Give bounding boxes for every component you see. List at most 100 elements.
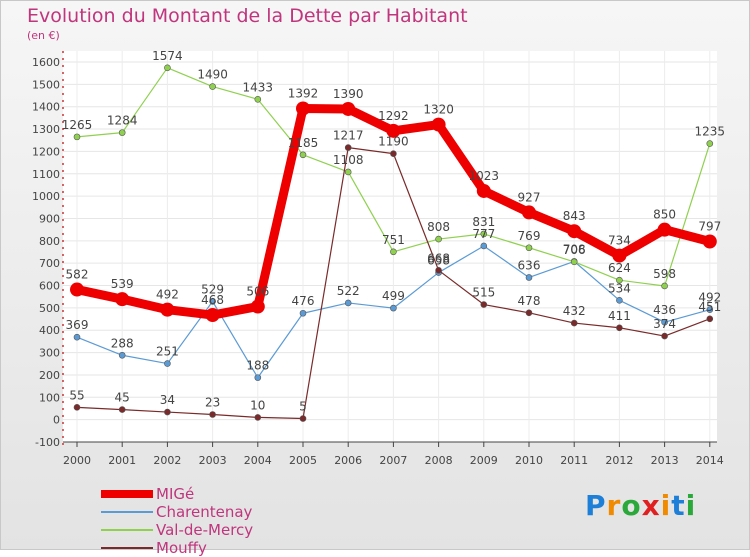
data-label: 1235 <box>695 125 726 139</box>
x-tick-label: 2005 <box>289 454 317 467</box>
data-point <box>612 248 627 263</box>
data-point <box>164 360 171 367</box>
x-tick-label: 2002 <box>153 454 181 467</box>
y-tick-label: 200 <box>39 369 60 382</box>
x-tick-label: 2012 <box>605 454 633 467</box>
data-point <box>299 151 307 159</box>
data-label: 769 <box>518 229 541 243</box>
data-label: 188 <box>246 359 269 373</box>
data-label: 1190 <box>378 135 409 149</box>
data-point <box>657 222 672 237</box>
data-label: 1265 <box>62 118 93 132</box>
data-label: 506 <box>246 285 269 299</box>
data-label: 777 <box>472 227 495 241</box>
y-tick-label: 100 <box>39 391 60 404</box>
x-tick-label: 2006 <box>334 454 362 467</box>
data-label: 1108 <box>333 153 364 167</box>
data-label: 658 <box>427 254 450 268</box>
data-label: 492 <box>698 291 721 305</box>
logo-letter: t <box>671 489 686 522</box>
data-label: 55 <box>69 388 84 402</box>
chart-subtitle: (en €) <box>27 29 60 42</box>
data-point <box>254 374 262 381</box>
data-label: 668 <box>427 251 450 265</box>
data-point <box>661 282 668 290</box>
data-label: 515 <box>472 286 495 300</box>
data-point <box>390 248 397 256</box>
data-point <box>341 101 356 116</box>
data-label: 734 <box>608 234 631 248</box>
y-tick-label: 900 <box>39 212 60 225</box>
logo-letter: P <box>585 489 607 522</box>
data-point <box>164 64 171 72</box>
data-label: 411 <box>608 309 631 323</box>
data-point <box>296 101 310 116</box>
y-tick-label: 1400 <box>32 101 60 114</box>
data-point <box>435 235 442 243</box>
data-label: 1185 <box>288 136 319 150</box>
data-point <box>250 299 265 314</box>
data-point <box>254 414 262 421</box>
x-tick-label: 2007 <box>379 454 407 467</box>
data-point <box>73 133 81 141</box>
data-label: 582 <box>66 268 89 282</box>
data-point <box>480 242 488 250</box>
data-label: 636 <box>518 258 541 272</box>
data-label: 1217 <box>333 129 364 143</box>
data-point <box>661 332 668 340</box>
y-tick-label: 800 <box>39 235 60 248</box>
data-label: 751 <box>382 233 405 247</box>
logo-letter: r <box>606 489 622 522</box>
data-point <box>205 308 220 323</box>
proxiti-logo: Proxiti <box>585 489 696 522</box>
y-tick-label: 1100 <box>32 168 60 181</box>
y-tick-label: 500 <box>39 302 60 315</box>
data-point <box>118 351 126 359</box>
data-label: 432 <box>563 304 586 318</box>
data-point <box>570 258 578 266</box>
data-point <box>661 318 668 326</box>
data-point <box>522 205 536 220</box>
data-label: 808 <box>427 220 450 234</box>
data-point <box>476 183 491 198</box>
data-point <box>73 333 81 341</box>
axis-layer: -100 0 100 200 300 400 500 600 700 800 900 1000 1100… <box>32 51 724 467</box>
x-tick-label: 2003 <box>199 454 227 467</box>
data-label: 708 <box>563 242 586 256</box>
legend-swatch <box>101 547 153 549</box>
legend-swatch <box>101 511 153 513</box>
data-label: 1392 <box>288 86 319 100</box>
data-label: 374 <box>653 317 676 331</box>
y-tick-label: -100 <box>35 436 60 449</box>
x-tick-label: 2010 <box>515 454 543 467</box>
data-point <box>570 319 578 327</box>
x-tick-label: 2009 <box>470 454 498 467</box>
data-label: 499 <box>382 289 405 303</box>
data-point <box>702 234 717 249</box>
logo-letter: o <box>621 489 642 522</box>
data-point <box>164 408 171 416</box>
logo-letter: i <box>660 489 672 522</box>
data-point <box>390 150 397 157</box>
data-label: 706 <box>563 243 586 257</box>
legend-label: Mouffy <box>156 539 207 557</box>
data-label: 1320 <box>423 103 454 117</box>
data-label: 534 <box>608 281 631 295</box>
x-tick-label: 2014 <box>696 454 724 467</box>
data-label: 843 <box>563 209 586 223</box>
data-point <box>344 168 352 176</box>
data-point <box>118 129 126 136</box>
legend-label: Charentenay <box>156 503 253 521</box>
data-point <box>70 282 84 297</box>
data-point <box>616 276 623 284</box>
data-point <box>299 415 307 422</box>
data-point <box>525 309 533 317</box>
x-tick-label: 2011 <box>560 454 588 467</box>
y-tick-label: 600 <box>39 280 60 293</box>
data-point <box>344 144 352 151</box>
data-point <box>706 306 714 313</box>
data-label: 1574 <box>152 49 183 63</box>
data-point <box>525 244 533 252</box>
